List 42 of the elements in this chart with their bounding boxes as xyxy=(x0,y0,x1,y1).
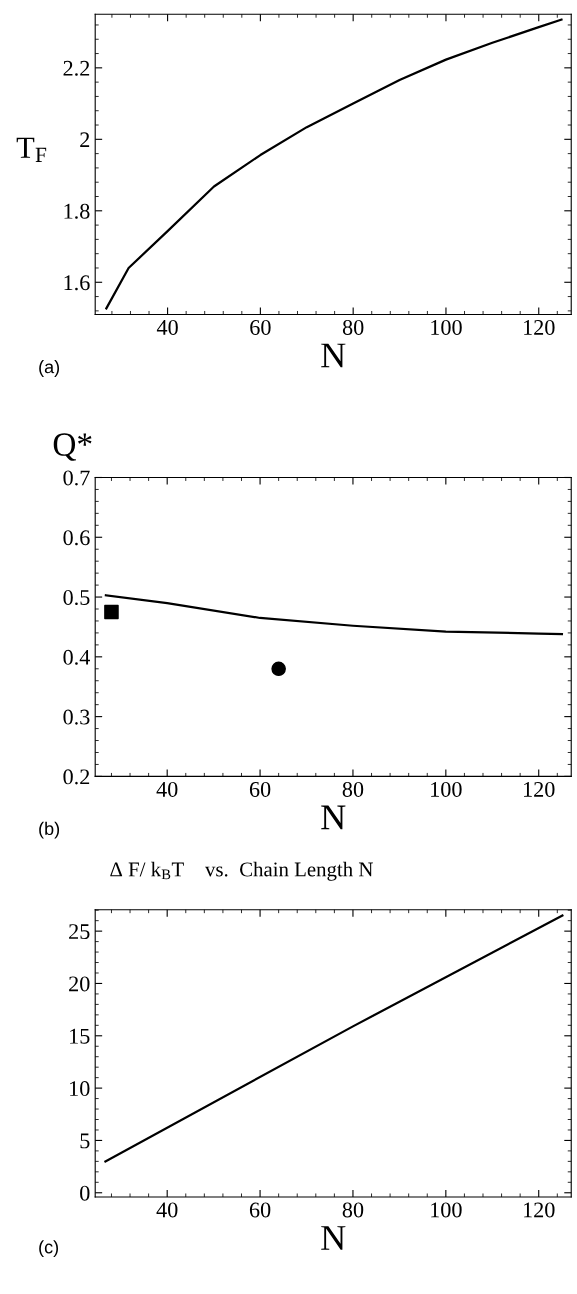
y-tick-label: 5 xyxy=(80,1133,90,1149)
y-tick-label: 0.5 xyxy=(63,589,90,606)
y-tick-label: 1.6 xyxy=(64,275,90,291)
x-axis-title: N xyxy=(321,805,346,830)
x-tick-label: 120 xyxy=(524,1202,555,1218)
y-tick-label: 0.7 xyxy=(63,470,90,486)
x-tick-label: 80 xyxy=(342,319,364,335)
y-tick-label: 15 xyxy=(70,1028,90,1044)
y-tick-label: 25 xyxy=(69,924,90,940)
y-tick-label: 0.6 xyxy=(63,530,90,546)
x-tick-label: 120 xyxy=(524,781,555,797)
x-tick-label: 120 xyxy=(524,319,555,335)
x-tick-label: 60 xyxy=(249,781,271,797)
x-tick-label: 60 xyxy=(250,319,271,335)
x-tick-label: 40 xyxy=(156,1202,178,1218)
text: (b) xyxy=(39,821,60,839)
y-tick-label: 2 xyxy=(80,132,90,148)
y-tick-label: 0.2 xyxy=(63,769,90,785)
x-tick-label: 80 xyxy=(342,1202,364,1218)
line-series xyxy=(104,594,564,636)
x-tick-label: 80 xyxy=(342,781,364,797)
y-tick-label: 0 xyxy=(80,1185,90,1201)
x-tick-label: 100 xyxy=(431,319,462,335)
y-axis-title: Q* xyxy=(53,433,92,461)
x-tick-label: 60 xyxy=(249,1202,271,1218)
y-tick-label: 1.8 xyxy=(64,203,90,219)
x-tick-label: 40 xyxy=(156,781,178,797)
y-tick-label: 20 xyxy=(69,976,90,992)
x-tick-label: 100 xyxy=(431,1202,462,1218)
y-tick-label: 2.2 xyxy=(63,60,90,76)
x-axis-title: N xyxy=(321,343,346,368)
y-tick-label: 10 xyxy=(70,1081,90,1097)
y-axis-title: T$_{F}$ xyxy=(16,137,47,162)
y-tick-label: 0.4 xyxy=(63,649,90,665)
x-tick-label: 40 xyxy=(156,319,178,335)
x-tick-label: 100 xyxy=(431,781,462,797)
line-series xyxy=(105,18,563,310)
text: (c) xyxy=(39,1240,59,1258)
x-axis-title: N xyxy=(321,1226,346,1250)
chart-title: Δ F/ k$_{B}$T vs. Chain Length N xyxy=(110,861,373,881)
text: (a) xyxy=(39,360,60,377)
y-tick-label: 0.3 xyxy=(63,709,90,725)
